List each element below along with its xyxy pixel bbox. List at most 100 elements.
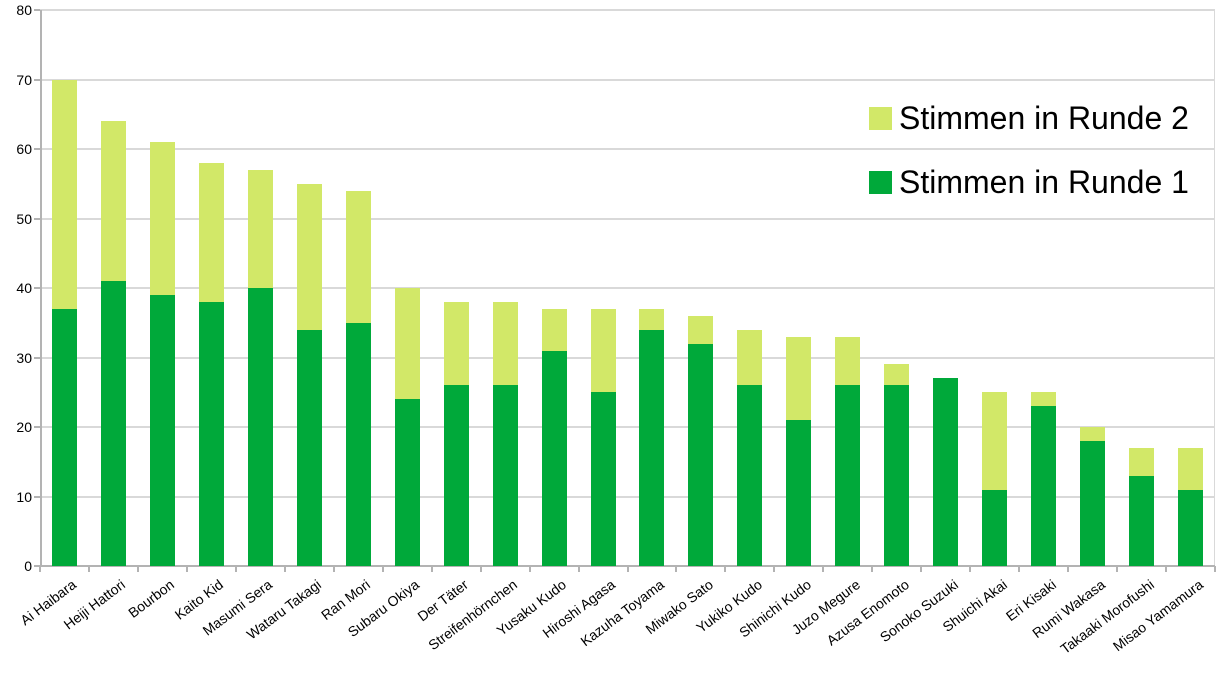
y-axis-tick-80 bbox=[34, 9, 40, 11]
x-axis-tick bbox=[283, 566, 286, 572]
x-axis-tick bbox=[822, 566, 825, 572]
bar-runde1-bourbon bbox=[149, 294, 175, 566]
bar-runde2-misao-yamamura bbox=[1178, 447, 1204, 490]
x-axis-tick bbox=[1067, 566, 1070, 572]
bar-runde2-azusa-enomoto bbox=[884, 364, 910, 386]
bar-runde1-subaru-okiya bbox=[394, 399, 420, 566]
bar-runde1-sonoko-suzuki bbox=[933, 378, 959, 566]
bar-runde2-kazuha-toyama bbox=[639, 308, 665, 330]
bar-runde1-yusaku-kudo bbox=[541, 350, 567, 566]
bar-runde1-der-t-ter bbox=[443, 385, 469, 566]
bar-runde1-shinichi-kudo bbox=[786, 420, 812, 566]
gridline-40 bbox=[40, 287, 1215, 289]
bar-runde2-streifenh-rnchen bbox=[492, 301, 518, 386]
gridline-50 bbox=[40, 217, 1215, 220]
bar-runde1-juzo-megure bbox=[835, 385, 861, 566]
bar-runde2-heiji-hattori bbox=[100, 121, 126, 282]
legend-swatch bbox=[869, 171, 892, 194]
bar-runde1-ai-haibara bbox=[51, 308, 77, 566]
bar-runde1-streifenh-rnchen bbox=[492, 385, 518, 566]
gridline-60 bbox=[40, 148, 1215, 150]
bar-runde2-ran-mori bbox=[345, 190, 371, 323]
bar-runde2-hiroshi-agasa bbox=[590, 308, 616, 393]
gridline-70 bbox=[40, 78, 1215, 81]
bar-runde1-hiroshi-agasa bbox=[590, 392, 616, 566]
y-axis-tick-label-80: 80 bbox=[16, 2, 32, 18]
y-axis-tick-10 bbox=[34, 495, 40, 498]
y-axis-tick-label-60: 60 bbox=[16, 141, 32, 157]
x-axis-tick bbox=[969, 566, 972, 572]
legend-swatch bbox=[869, 107, 892, 130]
bar-runde2-kaito-kid bbox=[198, 162, 224, 302]
x-axis-tick bbox=[1018, 566, 1021, 572]
bar-runde1-eri-kisaki bbox=[1031, 406, 1057, 566]
bar-runde1-kazuha-toyama bbox=[639, 329, 665, 566]
gridline-80 bbox=[40, 9, 1215, 11]
bar-runde2-yukiko-kudo bbox=[737, 329, 763, 386]
bar-runde2-eri-kisaki bbox=[1031, 392, 1057, 407]
x-axis-tick bbox=[136, 566, 139, 572]
bar-runde1-shuichi-akai bbox=[982, 489, 1008, 566]
x-axis-tick bbox=[430, 566, 433, 572]
bar-runde2-wataru-takagi bbox=[296, 183, 322, 330]
x-axis-tick bbox=[675, 566, 678, 572]
y-axis-tick-label-0: 0 bbox=[24, 558, 32, 574]
bar-runde1-azusa-enomoto bbox=[884, 385, 910, 566]
y-axis-line bbox=[40, 10, 42, 567]
bar-runde2-miwako-sato bbox=[688, 315, 714, 344]
bar-runde1-kaito-kid bbox=[198, 301, 224, 566]
x-axis-tick bbox=[724, 566, 727, 572]
bar-runde2-juzo-megure bbox=[835, 336, 861, 386]
bar-runde1-rumi-wakasa bbox=[1080, 440, 1106, 566]
bar-runde2-bourbon bbox=[149, 142, 175, 295]
y-axis-tick-label-50: 50 bbox=[16, 210, 32, 227]
bar-runde1-takaaki-morofushi bbox=[1129, 475, 1155, 566]
x-axis-tick bbox=[381, 566, 384, 572]
bar-runde2-takaaki-morofushi bbox=[1129, 447, 1155, 476]
x-axis-tick bbox=[871, 566, 874, 572]
x-axis-tick bbox=[479, 566, 482, 572]
bar-runde1-heiji-hattori bbox=[100, 281, 126, 566]
y-axis-tick-label-10: 10 bbox=[16, 488, 32, 505]
bar-runde1-misao-yamamura bbox=[1178, 489, 1204, 566]
bar-runde2-subaru-okiya bbox=[394, 288, 420, 400]
bar-runde2-ai-haibara bbox=[51, 79, 77, 309]
y-axis-tick-30 bbox=[34, 356, 40, 359]
y-axis-tick-0 bbox=[34, 565, 40, 567]
y-axis-tick-70 bbox=[34, 78, 40, 81]
bar-runde1-ran-mori bbox=[345, 322, 371, 566]
x-axis-tick bbox=[1116, 566, 1119, 572]
bar-runde2-yusaku-kudo bbox=[541, 308, 567, 351]
bar-runde2-shuichi-akai bbox=[982, 392, 1008, 490]
legend-label: Stimmen in Runde 2 bbox=[899, 100, 1189, 136]
x-axis-tick bbox=[332, 566, 335, 572]
x-axis-tick bbox=[577, 566, 580, 572]
legend-item: Stimmen in Runde 1 bbox=[869, 164, 1189, 201]
x-axis-tick bbox=[1165, 566, 1168, 572]
gridline-10 bbox=[40, 495, 1215, 498]
bar-runde1-wataru-takagi bbox=[296, 329, 322, 566]
x-axis-tick bbox=[1214, 566, 1216, 572]
y-axis-tick-40 bbox=[34, 287, 40, 289]
y-axis-tick-label-30: 30 bbox=[16, 349, 32, 366]
gridline-30 bbox=[40, 356, 1215, 359]
y-axis-tick-label-70: 70 bbox=[16, 71, 32, 88]
x-axis-tick bbox=[185, 566, 188, 572]
bar-runde2-rumi-wakasa bbox=[1080, 427, 1106, 441]
chart-legend: Stimmen in Runde 2 Stimmen in Runde 1 bbox=[869, 100, 1189, 201]
plot-right-border bbox=[1214, 10, 1215, 566]
y-axis-tick-50 bbox=[34, 217, 40, 220]
bar-runde1-miwako-sato bbox=[688, 343, 714, 566]
x-axis-tick bbox=[87, 566, 90, 572]
x-axis-tick bbox=[528, 566, 531, 572]
x-axis-tick bbox=[773, 566, 776, 572]
bar-runde2-der-t-ter bbox=[443, 301, 469, 386]
y-axis-tick-20 bbox=[34, 426, 40, 428]
bar-runde1-masumi-sera bbox=[247, 288, 273, 566]
legend-item: Stimmen in Runde 2 bbox=[869, 100, 1189, 137]
x-axis-tick bbox=[920, 566, 923, 572]
x-axis-tick bbox=[626, 566, 629, 572]
bar-runde1-yukiko-kudo bbox=[737, 385, 763, 566]
bar-runde2-shinichi-kudo bbox=[786, 336, 812, 421]
